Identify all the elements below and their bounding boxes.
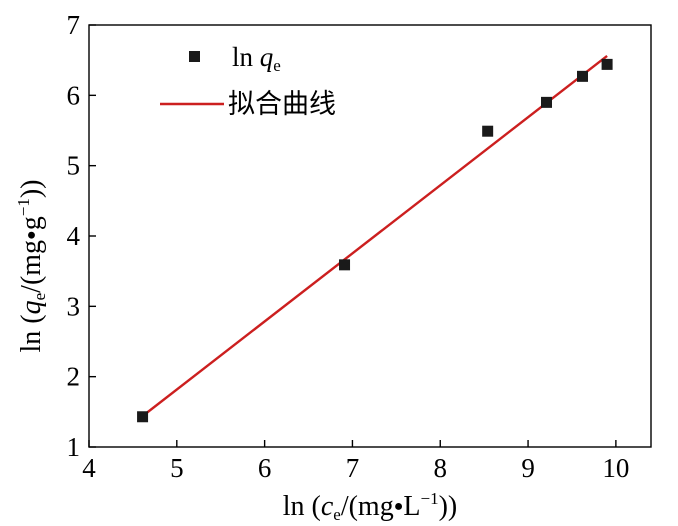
x-tick-label: 8	[434, 453, 448, 483]
y-tick-label: 6	[67, 80, 81, 110]
data-point	[601, 58, 613, 70]
x-tick-label: 4	[82, 453, 96, 483]
legend-label-scatter: ln qe	[232, 42, 281, 75]
chart-marks	[137, 54, 613, 423]
data-point	[577, 70, 589, 82]
fit-line	[140, 54, 608, 418]
x-tick-label: 5	[170, 453, 184, 483]
y-axis-title: ln (qe/(mg●g−1))	[14, 180, 49, 353]
legend-marker-scatter	[189, 51, 200, 62]
x-tick-label: 7	[346, 453, 360, 483]
axis-ticks: 4 5 6 7 8 9 10 1 2 3 4 5 6 7	[67, 10, 630, 483]
data-point	[482, 125, 494, 137]
y-tick-label: 1	[67, 432, 81, 462]
data-point	[137, 411, 149, 423]
x-tick-label: 9	[521, 453, 535, 483]
data-point	[541, 96, 553, 108]
legend-label-line: 拟合曲线	[228, 89, 336, 119]
legend: ln qe 拟合曲线	[160, 42, 336, 119]
data-point	[339, 259, 351, 271]
x-axis-title: ln (ce/(mg●L−1))	[283, 489, 458, 524]
y-tick-label: 4	[67, 221, 81, 251]
y-tick-label: 2	[67, 362, 81, 392]
x-tick-label: 10	[602, 453, 629, 483]
x-tick-label: 6	[258, 453, 272, 483]
y-tick-label: 3	[67, 291, 81, 321]
y-tick-label: 5	[67, 151, 81, 181]
y-tick-label: 7	[67, 10, 81, 40]
